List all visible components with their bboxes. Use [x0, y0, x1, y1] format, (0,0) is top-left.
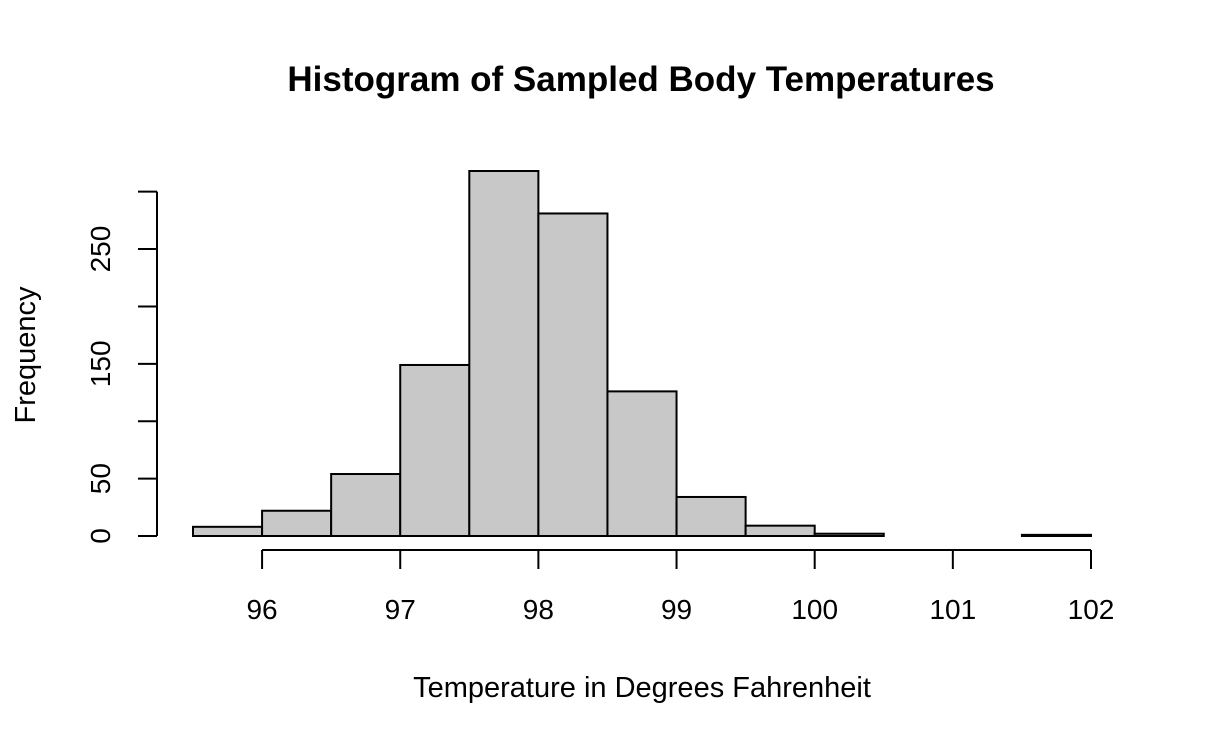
- x-tick-label: 97: [385, 594, 416, 625]
- histogram-bar: [1020, 533, 1093, 537]
- x-tick-label: 96: [246, 594, 277, 625]
- y-tick-label: 250: [85, 226, 116, 273]
- chart-title: Histogram of Sampled Body Temperatures: [287, 60, 994, 99]
- x-tick-label: 102: [1068, 594, 1115, 625]
- histogram-bar: [537, 212, 609, 537]
- y-axis-label: Frequency: [10, 286, 42, 424]
- histogram-bar: [330, 473, 402, 537]
- x-axis-label: Temperature in Degrees Fahrenheit: [413, 672, 871, 704]
- histogram-bar: [606, 390, 678, 537]
- x-tick-label: 101: [929, 594, 976, 625]
- histogram-bar: [192, 525, 264, 538]
- x-tick-label: 99: [661, 594, 692, 625]
- histogram-bar: [399, 363, 471, 538]
- histogram-bar: [813, 532, 885, 538]
- histogram-bar: [261, 509, 333, 537]
- histogram-bar: [675, 495, 747, 538]
- x-axis: 96 97 98 99 100 101 102: [246, 549, 1115, 625]
- y-tick-label: 0: [85, 528, 116, 544]
- y-axis: 0 50 150 250: [85, 190, 158, 544]
- x-tick-label: 100: [791, 594, 838, 625]
- histogram-bar: [744, 524, 816, 537]
- histogram-bar: [468, 170, 540, 537]
- bars-group: [192, 170, 1093, 538]
- y-tick-label: 50: [85, 463, 116, 494]
- x-tick-label: 98: [523, 594, 554, 625]
- y-tick-label: 150: [85, 340, 116, 387]
